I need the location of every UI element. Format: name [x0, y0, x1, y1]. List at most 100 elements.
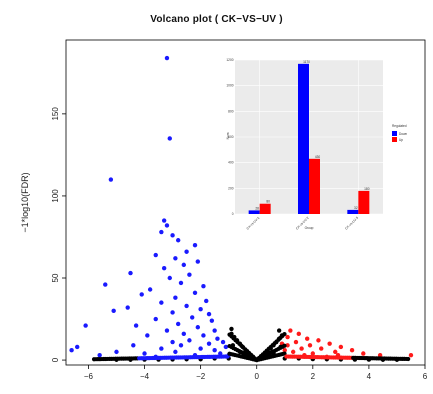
inset-y-axis-title: Num	[226, 132, 230, 139]
data-point-down	[128, 270, 133, 276]
y-tick-label: 50	[51, 273, 60, 282]
data-point-down	[125, 305, 130, 310]
data-point-down	[167, 275, 172, 281]
data-point-down	[142, 351, 147, 356]
x-tick-label: −6	[84, 372, 94, 381]
data-point-down	[198, 306, 203, 312]
bar-value-label: 1170	[303, 60, 310, 64]
data-point-down	[173, 295, 178, 300]
dense-point-band	[91, 331, 411, 363]
data-point-down	[209, 318, 215, 323]
data-point-down	[133, 323, 139, 328]
data-point-up	[282, 348, 287, 353]
bar-value-label: 180	[364, 187, 370, 191]
data-point-up	[316, 338, 321, 343]
data-point-up	[310, 351, 316, 356]
bar-value-label: 430	[315, 155, 321, 159]
data-point-down	[173, 256, 178, 261]
data-point-down	[195, 325, 201, 330]
data-point-up	[296, 331, 301, 337]
y-axis-title: −1*log10(FDR)	[20, 172, 30, 232]
data-point-down	[206, 341, 212, 346]
chart-title: Volcano plot ( CK−VS−UV )	[150, 14, 283, 25]
bar-down	[347, 209, 359, 214]
data-point-up	[377, 352, 383, 358]
data-point-up	[338, 344, 344, 350]
data-point-down	[220, 339, 226, 345]
data-point-down	[184, 303, 189, 309]
data-point-down	[184, 249, 189, 254]
data-point-up	[319, 346, 324, 351]
y-tick-label: 0	[51, 357, 60, 362]
data-point-down	[69, 348, 74, 353]
data-point-band	[406, 356, 411, 362]
data-point-down	[103, 282, 108, 287]
legend-label: Down	[399, 132, 407, 136]
data-point-down	[108, 177, 114, 182]
data-point-up	[305, 336, 310, 341]
data-point-down	[159, 346, 164, 351]
data-point-down	[170, 233, 175, 238]
data-point-down	[159, 229, 164, 235]
data-point-band	[282, 331, 287, 337]
data-point-down	[178, 280, 184, 286]
bar-up	[259, 203, 271, 214]
data-point-up	[408, 352, 414, 358]
data-point-down	[153, 252, 158, 258]
data-point-down	[75, 344, 80, 350]
data-point-down	[164, 55, 170, 61]
inset-y-tick-label: 1200	[226, 58, 233, 62]
inset-y-tick-label: 200	[228, 186, 234, 190]
data-point-up	[307, 343, 313, 348]
data-point-up	[327, 341, 332, 346]
data-point-down	[161, 218, 167, 223]
bar-up	[358, 190, 370, 214]
data-point-down	[173, 349, 178, 355]
data-point-down	[159, 300, 164, 305]
data-point-up	[299, 346, 304, 351]
data-point-up	[349, 348, 355, 353]
data-point-down	[131, 343, 136, 348]
data-point-not_significant	[229, 326, 234, 332]
data-point-down	[187, 272, 192, 277]
data-point-down	[170, 339, 175, 345]
data-point-down	[187, 338, 192, 343]
data-point-down	[83, 323, 88, 328]
y-tick-label: 100	[51, 189, 60, 203]
x-tick-label: 4	[367, 372, 372, 381]
data-point-up	[288, 328, 293, 333]
data-point-down	[164, 223, 170, 228]
data-point-band	[282, 343, 287, 348]
data-point-up	[361, 351, 366, 356]
data-point-down	[195, 259, 201, 264]
bar-up	[309, 158, 320, 214]
data-point-down	[192, 242, 198, 248]
inset-y-tick-label: 600	[228, 135, 234, 139]
x-tick-label: 0	[254, 372, 259, 381]
bar-value-label: 80	[266, 200, 270, 204]
data-point-down	[201, 333, 206, 338]
bar-down	[298, 63, 309, 214]
data-point-down	[175, 321, 181, 327]
x-tick-label: −4	[140, 372, 150, 381]
inset-x-axis-title: Group	[305, 226, 314, 230]
legend-label: Up	[399, 138, 403, 142]
data-point-down	[190, 315, 195, 320]
data-point-down	[114, 349, 119, 355]
data-point-down	[212, 348, 217, 353]
data-point-down	[201, 284, 206, 289]
data-point-down	[153, 316, 158, 322]
data-point-down	[164, 328, 170, 333]
data-point-down	[167, 136, 172, 141]
data-point-down	[97, 352, 102, 358]
data-point-down	[212, 328, 217, 333]
data-point-down	[215, 336, 220, 341]
inset-y-tick-label: 400	[228, 161, 234, 165]
data-point-down	[139, 292, 144, 297]
inset-y-tick-label: 0	[232, 212, 234, 216]
x-tick-label: −2	[196, 372, 206, 381]
data-point-down	[204, 298, 209, 304]
bar-down	[248, 210, 260, 214]
